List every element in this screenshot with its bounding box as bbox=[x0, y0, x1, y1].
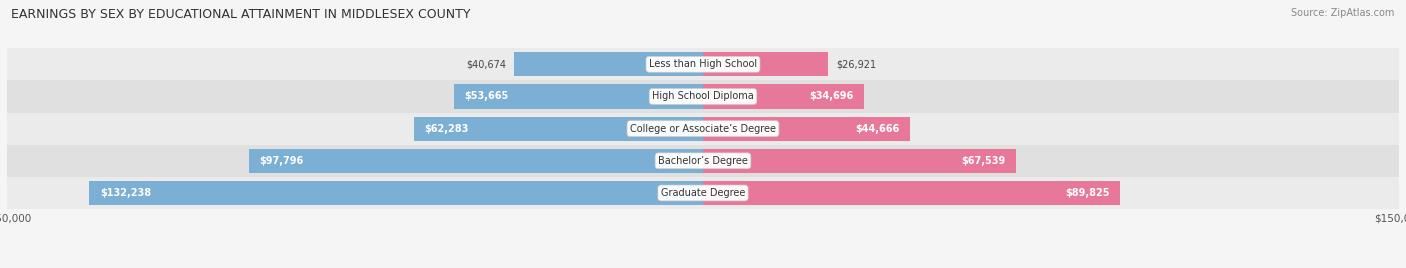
Text: $40,674: $40,674 bbox=[465, 59, 506, 69]
Bar bbox=[7, 48, 1399, 80]
Text: $34,696: $34,696 bbox=[810, 91, 853, 102]
Bar bbox=[454, 84, 703, 109]
Text: Graduate Degree: Graduate Degree bbox=[661, 188, 745, 198]
Text: $67,539: $67,539 bbox=[962, 156, 1005, 166]
Bar bbox=[7, 145, 1399, 177]
Bar bbox=[515, 52, 703, 76]
Text: High School Diploma: High School Diploma bbox=[652, 91, 754, 102]
Bar bbox=[7, 113, 1399, 145]
Text: $26,921: $26,921 bbox=[837, 59, 876, 69]
Bar bbox=[90, 181, 703, 205]
Text: EARNINGS BY SEX BY EDUCATIONAL ATTAINMENT IN MIDDLESEX COUNTY: EARNINGS BY SEX BY EDUCATIONAL ATTAINMEN… bbox=[11, 8, 471, 21]
Text: $44,666: $44,666 bbox=[856, 124, 900, 134]
Text: $89,825: $89,825 bbox=[1064, 188, 1109, 198]
Bar bbox=[703, 117, 910, 141]
Bar bbox=[703, 84, 863, 109]
Text: $97,796: $97,796 bbox=[260, 156, 304, 166]
Text: Bachelor’s Degree: Bachelor’s Degree bbox=[658, 156, 748, 166]
Bar bbox=[7, 80, 1399, 113]
Text: $132,238: $132,238 bbox=[100, 188, 150, 198]
Text: Source: ZipAtlas.com: Source: ZipAtlas.com bbox=[1291, 8, 1395, 18]
Text: $53,665: $53,665 bbox=[464, 91, 509, 102]
Bar bbox=[703, 52, 828, 76]
Bar bbox=[7, 177, 1399, 209]
Bar bbox=[703, 149, 1017, 173]
Text: College or Associate’s Degree: College or Associate’s Degree bbox=[630, 124, 776, 134]
Text: $62,283: $62,283 bbox=[425, 124, 468, 134]
Text: Less than High School: Less than High School bbox=[650, 59, 756, 69]
Bar bbox=[249, 149, 703, 173]
Bar bbox=[703, 181, 1119, 205]
Bar bbox=[413, 117, 703, 141]
